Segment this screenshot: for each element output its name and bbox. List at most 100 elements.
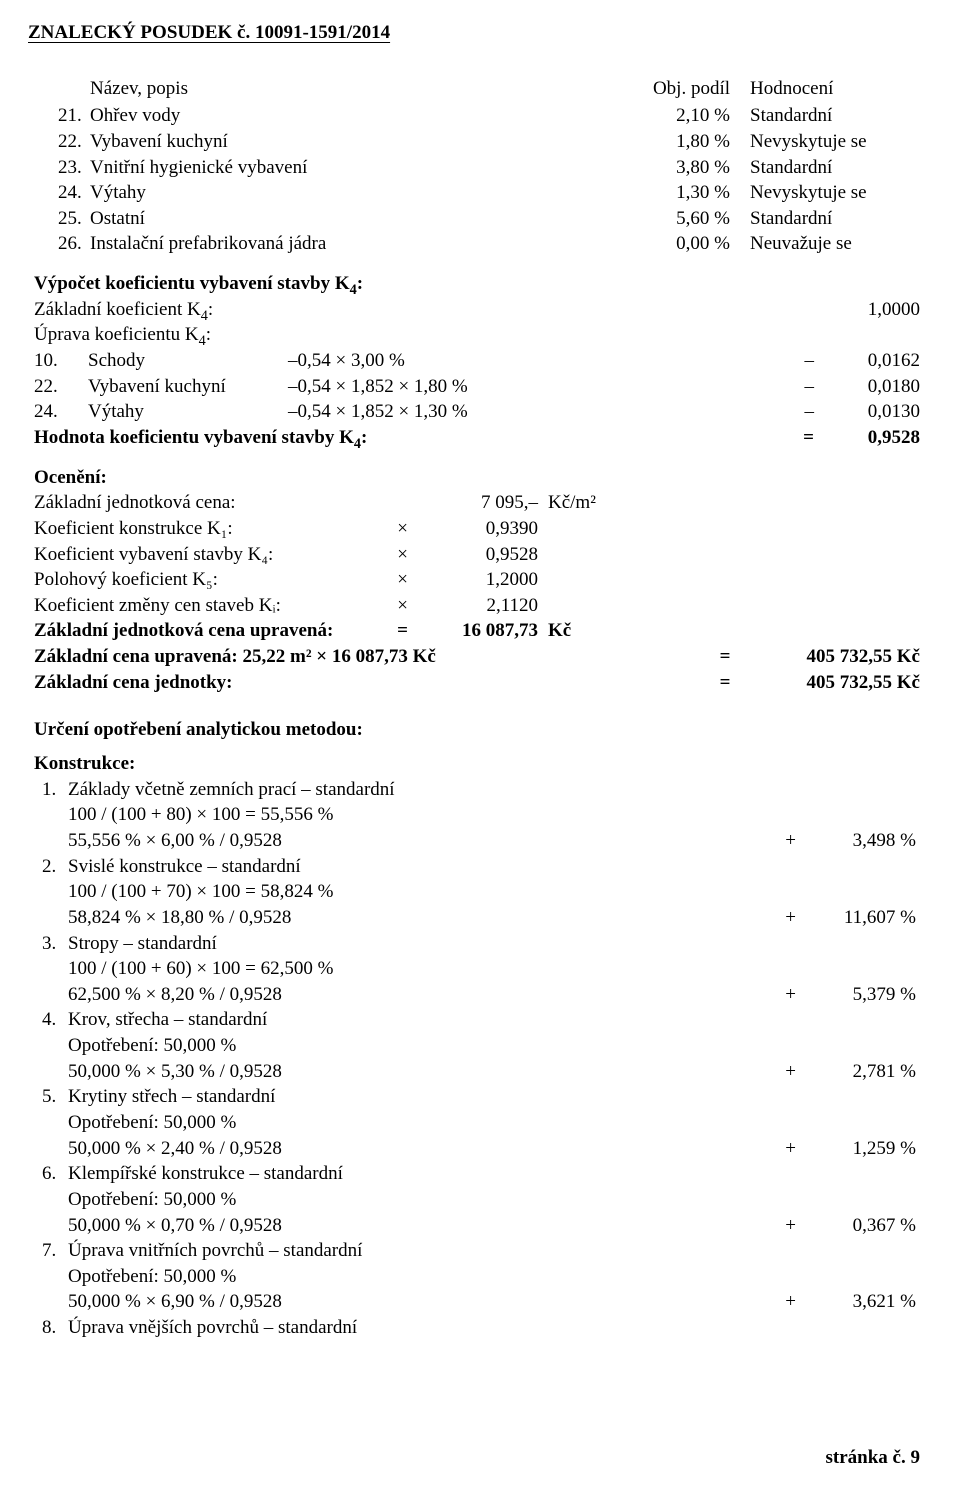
wear-item-plus: +	[766, 828, 796, 854]
wear-item-plus: +	[766, 982, 796, 1008]
row-eval: Nevyskytuje se	[740, 180, 920, 206]
row-eval: Neuvažuje se	[740, 231, 920, 257]
ocen-value: 0,9390	[408, 516, 542, 542]
ocen-sym: ×	[378, 516, 408, 542]
row-title: Vnitřní hygienické vybavení	[90, 155, 640, 181]
col-title-hod: Hodnocení	[740, 76, 920, 102]
row-eval: Standardní	[740, 155, 920, 181]
row-eval: Standardní	[740, 206, 920, 232]
ocen-heading: Ocenění:	[28, 465, 920, 491]
wear-item-plus: +	[766, 1213, 796, 1239]
row-number: 23.	[28, 155, 90, 181]
row-percent: 1,80 %	[640, 129, 740, 155]
wear-item-line-text: Opotřebení: 50,000 %	[28, 1264, 766, 1290]
wear-item-number: 1.	[42, 777, 68, 803]
wear-item-line: Opotřebení: 50,000 %	[28, 1187, 920, 1213]
ocen-value: 7 095,–	[408, 490, 542, 516]
wear-item-title-row: 6.Klempířské konstrukce – standardní	[28, 1161, 920, 1187]
equipment-row: 26.Instalační prefabrikovaná jádra0,00 %…	[28, 231, 920, 257]
k4-basic-row: Základní koeficient K4: 1,0000	[28, 297, 920, 323]
wear-item-number: 3.	[42, 931, 68, 957]
row-percent: 2,10 %	[640, 103, 740, 129]
k4-row-value: 0,0180	[820, 374, 920, 400]
ocen-label: Koeficient vybavení stavby K₄:	[28, 542, 378, 568]
wear-item-value: 2,781 %	[796, 1059, 920, 1085]
wear-item-plus: +	[766, 1136, 796, 1162]
wear-item-calc: 62,500 % × 8,20 % / 0,9528	[28, 982, 766, 1008]
wear-item-line: Opotřebení: 50,000 %	[28, 1033, 920, 1059]
row-title: Ohřev vody	[90, 103, 640, 129]
equipment-row: 24.Výtahy1,30 %Nevyskytuje se	[28, 180, 920, 206]
ocen-label: Koeficient změny cen staveb Kᵢ:	[28, 593, 378, 619]
wear-item-title: Klempířské konstrukce – standardní	[68, 1163, 343, 1184]
ocen-unit: Kč/m²	[542, 490, 618, 516]
wear-item-value: 0,367 %	[796, 1213, 920, 1239]
row-percent: 1,30 %	[640, 180, 740, 206]
page-header: ZNALECKÝ POSUDEK č. 10091-1591/2014	[28, 20, 920, 46]
k4-basic-value: 1,0000	[820, 297, 920, 323]
k4-row-sign: –	[786, 374, 820, 400]
ocen-zcu-row: Základní cena upravená: 25,22 m² × 16 08…	[28, 644, 920, 670]
wear-item-title-row: 3.Stropy – standardní	[28, 931, 920, 957]
k4-basic-label: Základní koeficient K	[34, 299, 201, 320]
k4-row-formula: –0,54 × 3,00 %	[288, 348, 786, 374]
k4-row-value: 0,0162	[820, 348, 920, 374]
ocen-value: 0,9528	[408, 542, 542, 568]
ocen-sym: ×	[378, 542, 408, 568]
wear-item-line-text: Opotřebení: 50,000 %	[28, 1110, 766, 1136]
wear-item-title: Stropy – standardní	[68, 933, 217, 954]
wear-item-line-text: 100 / (100 + 60) × 100 = 62,500 %	[28, 956, 766, 982]
ocen-value: 1,2000	[408, 567, 542, 593]
equipment-row: 22.Vybavení kuchyní1,80 %Nevyskytuje se	[28, 129, 920, 155]
wear-item-calc-row: 50,000 % × 2,40 % / 0,9528+1,259 %	[28, 1136, 920, 1162]
wear-item-number: 5.	[42, 1084, 68, 1110]
wear-item-title-row: 7.Úprava vnitřních povrchů – standardní	[28, 1238, 920, 1264]
wear-item-number: 6.	[42, 1161, 68, 1187]
ocen-row: Základní jednotková cena:7 095,–Kč/m²	[28, 490, 920, 516]
k4-row-number: 10.	[28, 348, 88, 374]
wear-item-value: 3,621 %	[796, 1289, 920, 1315]
row-eval: Standardní	[740, 103, 920, 129]
wear-sub-heading: Konstrukce:	[28, 751, 920, 777]
wear-item-number: 7.	[42, 1238, 68, 1264]
k4-row-value: 0,0130	[820, 399, 920, 425]
wear-item-title-row: 2.Svislé konstrukce – standardní	[28, 854, 920, 880]
ocen-row: Koeficient konstrukce K₁:×0,9390	[28, 516, 920, 542]
wear-item-title: Úprava vnitřních povrchů – standardní	[68, 1240, 362, 1261]
row-title: Instalační prefabrikovaná jádra	[90, 231, 640, 257]
wear-item-title-row: 4.Krov, střecha – standardní	[28, 1007, 920, 1033]
wear-item-number: 4.	[42, 1007, 68, 1033]
k4-row-formula: –0,54 × 1,852 × 1,30 %	[288, 399, 786, 425]
ocen-label: Polohový koeficient K₅:	[28, 567, 378, 593]
k4-row-label: Vybavení kuchyní	[88, 374, 288, 400]
wear-item-calc: 50,000 % × 0,70 % / 0,9528	[28, 1213, 766, 1239]
k4-heading: Výpočet koeficientu vybavení stavby K4:	[28, 271, 920, 297]
k4-adjust-label: Úprava koeficientu K4:	[28, 322, 920, 348]
wear-item-line-text: Opotřebení: 50,000 %	[28, 1033, 766, 1059]
wear-item-calc-row: 50,000 % × 5,30 % / 0,9528+2,781 %	[28, 1059, 920, 1085]
row-title: Vybavení kuchyní	[90, 129, 640, 155]
k4-row-formula: –0,54 × 1,852 × 1,80 %	[288, 374, 786, 400]
wear-item-line: Opotřebení: 50,000 %	[28, 1264, 920, 1290]
wear-item-line-text: 100 / (100 + 80) × 100 = 55,556 %	[28, 802, 766, 828]
wear-item-calc-row: 62,500 % × 8,20 % / 0,9528+5,379 %	[28, 982, 920, 1008]
wear-item-calc-row: 58,824 % × 18,80 % / 0,9528+11,607 %	[28, 905, 920, 931]
col-title-name: Název, popis	[90, 76, 640, 102]
wear-item-line: 100 / (100 + 80) × 100 = 55,556 %	[28, 802, 920, 828]
k4-adjust-row: 10.Schody–0,54 × 3,00 %–0,0162	[28, 348, 920, 374]
k4-row-sign: –	[786, 399, 820, 425]
row-number: 22.	[28, 129, 90, 155]
wear-item-value: 1,259 %	[796, 1136, 920, 1162]
wear-item-calc: 50,000 % × 6,90 % / 0,9528	[28, 1289, 766, 1315]
wear-item-calc-row: 50,000 % × 6,90 % / 0,9528+3,621 %	[28, 1289, 920, 1315]
wear-items: 1.Základy včetně zemních prací – standar…	[28, 777, 920, 1341]
ocen-sym: ×	[378, 593, 408, 619]
wear-item-value: 11,607 %	[796, 905, 920, 931]
page-footer: stránka č. 9	[826, 1445, 920, 1471]
row-percent: 0,00 %	[640, 231, 740, 257]
wear-item-title-row: 5.Krytiny střech – standardní	[28, 1084, 920, 1110]
wear-item-title-row: 1.Základy včetně zemních prací – standar…	[28, 777, 920, 803]
equipment-row: 21.Ohřev vody2,10 %Standardní	[28, 103, 920, 129]
ocen-label: Koeficient konstrukce K₁:	[28, 516, 378, 542]
ocen-value: 2,1120	[408, 593, 542, 619]
